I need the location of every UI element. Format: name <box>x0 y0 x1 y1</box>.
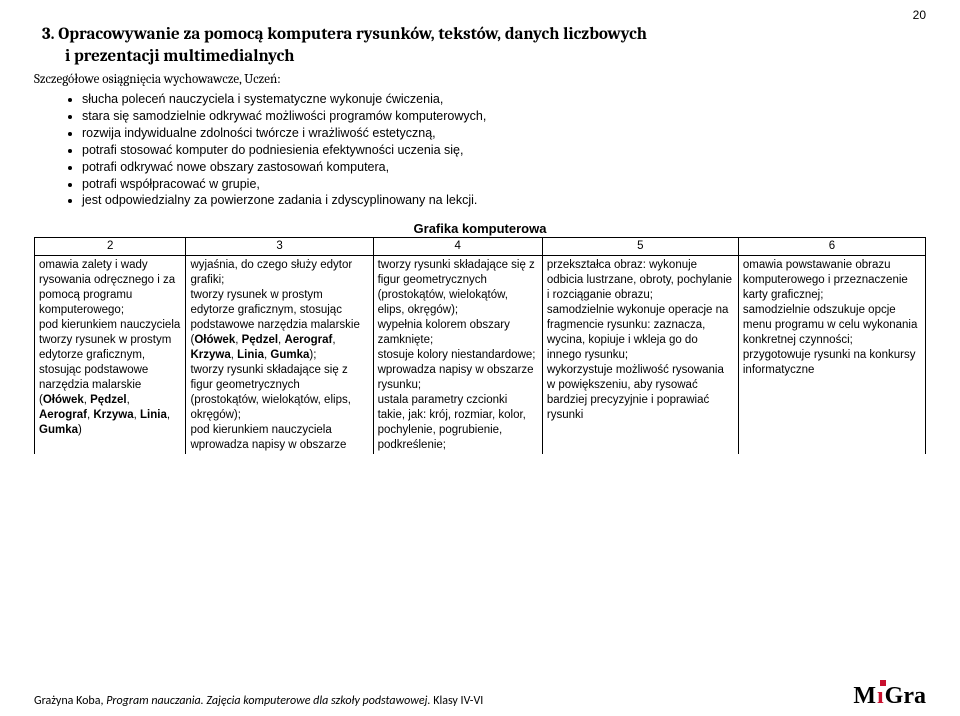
section-title-line1: Opracowywanie za pomocą komputera rysunk… <box>58 25 647 44</box>
list-item: potrafi odkrywać nowe obszary zastosowań… <box>82 159 926 176</box>
list-item: rozwija indywidualne zdolności twórcze i… <box>82 125 926 142</box>
footer-title: Program nauczania. Zajęcia komputerowe d… <box>106 694 430 708</box>
cell: przekształca obraz: wykonuje odbicia lus… <box>542 256 738 455</box>
section-number: 3. <box>42 25 55 44</box>
logo-letter-a: a <box>914 684 926 708</box>
section-title-line2: i prezentacji multimedialnych <box>65 47 294 66</box>
list-item: jest odpowiedzialny za powierzone zadani… <box>82 192 926 209</box>
col-header: 5 <box>542 238 738 256</box>
list-item: słucha poleceń nauczyciela i systematycz… <box>82 91 926 108</box>
cell: tworzy rysunki składające się z figur ge… <box>373 256 542 455</box>
list-item: potrafi współpracować w grupie, <box>82 176 926 193</box>
logo-letter-i: ı <box>877 684 884 708</box>
page-footer: Grażyna Koba, Program nauczania. Zajęcia… <box>34 684 926 708</box>
table-header-row: 2 3 4 5 6 <box>35 238 926 256</box>
logo-letter-g: G <box>885 684 904 708</box>
page-number: 20 <box>913 8 926 22</box>
section-subhead: Szczegółowe osiągnięcia wychowawcze, Ucz… <box>34 72 926 87</box>
table-row: omawia zalety i wady rysowania odręczneg… <box>35 256 926 455</box>
list-item: potrafi stosować komputer do podniesieni… <box>82 142 926 159</box>
col-header: 3 <box>186 238 373 256</box>
table-title: Grafika komputerowa <box>34 221 926 236</box>
col-header: 6 <box>738 238 925 256</box>
logo-letter-r: r <box>903 684 914 708</box>
section-heading: 3. Opracowywanie za pomocą komputera rys… <box>42 24 926 68</box>
logo-letter-m: M <box>853 684 876 708</box>
footer-grade: Klasy IV-VI <box>433 694 483 708</box>
footer-author: Grażyna Koba, <box>34 694 103 708</box>
cell: wyjaśnia, do czego służy edytor grafiki;… <box>186 256 373 455</box>
bullet-list: słucha poleceń nauczyciela i systematycz… <box>82 91 926 209</box>
col-header: 2 <box>35 238 186 256</box>
col-header: 4 <box>373 238 542 256</box>
migra-logo: M ı G r a <box>853 684 926 708</box>
criteria-table: 2 3 4 5 6 omawia zalety i wady rysowania… <box>34 237 926 454</box>
cell: omawia zalety i wady rysowania odręczneg… <box>35 256 186 455</box>
footer-citation: Grażyna Koba, Program nauczania. Zajęcia… <box>34 694 483 708</box>
list-item: stara się samodzielnie odkrywać możliwoś… <box>82 108 926 125</box>
cell: omawia powstawanie obrazu komputerowego … <box>738 256 925 455</box>
